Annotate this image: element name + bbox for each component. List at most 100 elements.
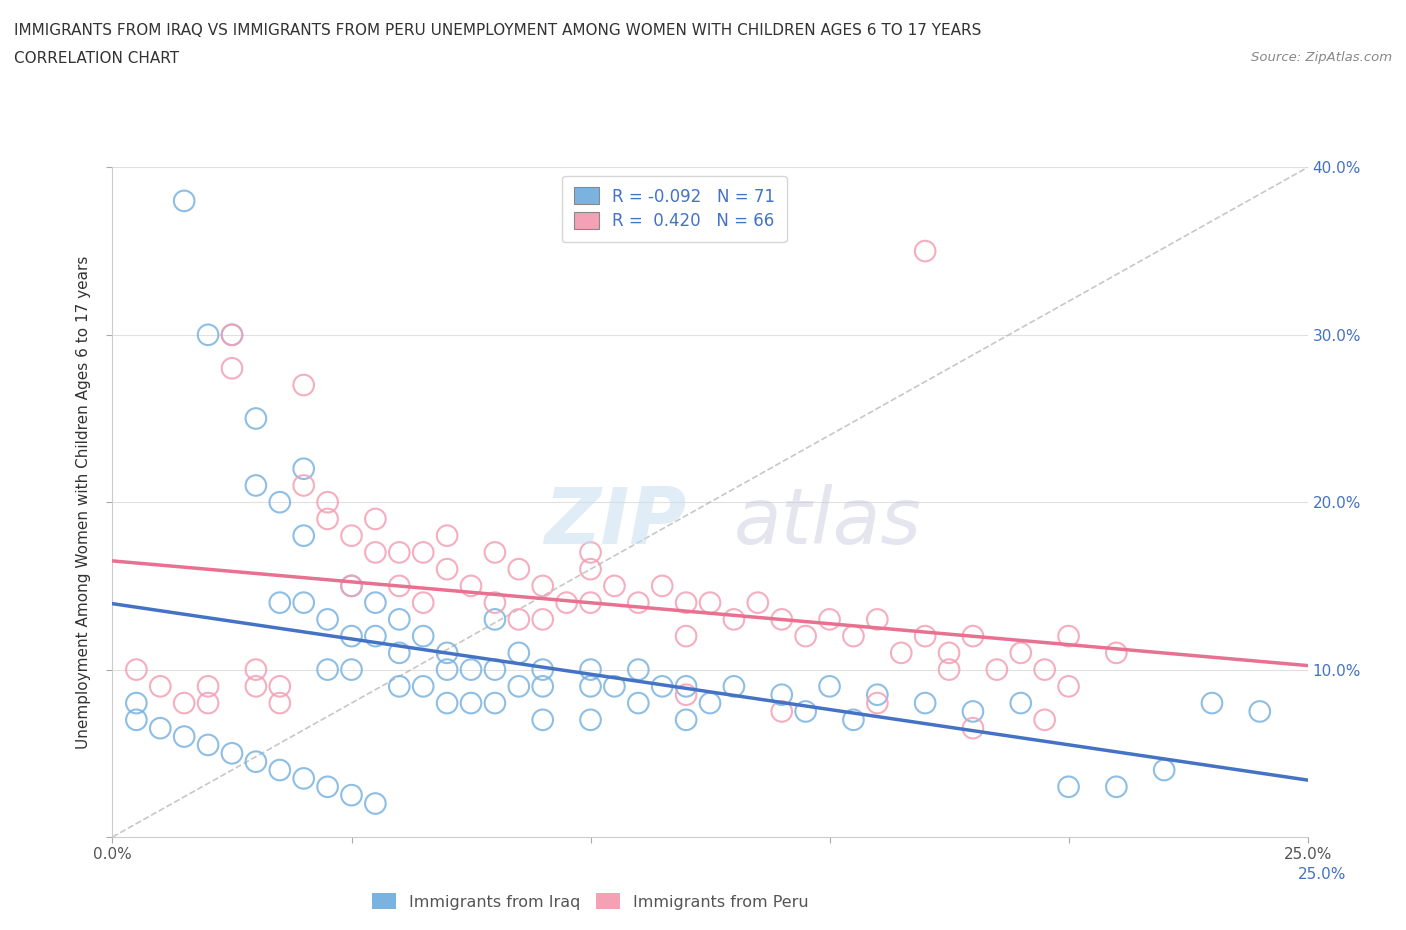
Point bbox=[531, 679, 554, 694]
Point bbox=[914, 629, 936, 644]
Point bbox=[1033, 712, 1056, 727]
Text: ZIP: ZIP bbox=[544, 485, 686, 560]
Point bbox=[794, 629, 817, 644]
Point bbox=[316, 495, 339, 510]
Point bbox=[531, 662, 554, 677]
Point bbox=[292, 528, 315, 543]
Point bbox=[173, 729, 195, 744]
Point bbox=[436, 662, 458, 677]
Y-axis label: Unemployment Among Women with Children Ages 6 to 17 years: Unemployment Among Women with Children A… bbox=[76, 256, 91, 749]
Point bbox=[1057, 679, 1080, 694]
Point bbox=[269, 495, 291, 510]
Point bbox=[603, 578, 626, 593]
Point bbox=[484, 696, 506, 711]
Point bbox=[460, 696, 482, 711]
Point bbox=[316, 662, 339, 677]
Point bbox=[269, 595, 291, 610]
Point bbox=[508, 562, 530, 577]
Point bbox=[388, 612, 411, 627]
Point bbox=[436, 645, 458, 660]
Point bbox=[436, 528, 458, 543]
Point bbox=[579, 712, 602, 727]
Point bbox=[1249, 704, 1271, 719]
Point bbox=[794, 704, 817, 719]
Point bbox=[747, 595, 769, 610]
Point bbox=[221, 327, 243, 342]
Point bbox=[866, 612, 889, 627]
Point bbox=[221, 327, 243, 342]
Point bbox=[1010, 645, 1032, 660]
Point bbox=[938, 645, 960, 660]
Point bbox=[292, 378, 315, 392]
Point bbox=[340, 528, 363, 543]
Point bbox=[340, 629, 363, 644]
Point bbox=[292, 595, 315, 610]
Point bbox=[818, 679, 841, 694]
Point bbox=[269, 763, 291, 777]
Point bbox=[723, 679, 745, 694]
Point bbox=[579, 595, 602, 610]
Point bbox=[579, 662, 602, 677]
Point bbox=[436, 696, 458, 711]
Point bbox=[245, 478, 267, 493]
Point bbox=[866, 696, 889, 711]
Point bbox=[651, 578, 673, 593]
Point bbox=[555, 595, 578, 610]
Point bbox=[364, 545, 387, 560]
Point bbox=[412, 595, 434, 610]
Point bbox=[412, 629, 434, 644]
Point bbox=[890, 645, 912, 660]
Point bbox=[269, 679, 291, 694]
Point bbox=[173, 696, 195, 711]
Point bbox=[1153, 763, 1175, 777]
Point bbox=[866, 687, 889, 702]
Legend: Immigrants from Iraq, Immigrants from Peru: Immigrants from Iraq, Immigrants from Pe… bbox=[366, 886, 815, 916]
Point bbox=[1201, 696, 1223, 711]
Point bbox=[627, 696, 650, 711]
Point bbox=[460, 662, 482, 677]
Point bbox=[531, 612, 554, 627]
Point bbox=[818, 612, 841, 627]
Point bbox=[938, 662, 960, 677]
Point bbox=[914, 244, 936, 259]
Point bbox=[197, 737, 219, 752]
Point bbox=[125, 696, 148, 711]
Point bbox=[484, 612, 506, 627]
Point bbox=[245, 662, 267, 677]
Point bbox=[340, 578, 363, 593]
Point bbox=[364, 796, 387, 811]
Point bbox=[723, 612, 745, 627]
Point bbox=[531, 712, 554, 727]
Point bbox=[962, 721, 984, 736]
Point bbox=[460, 578, 482, 593]
Point bbox=[1033, 662, 1056, 677]
Point bbox=[197, 696, 219, 711]
Point bbox=[770, 612, 793, 627]
Point bbox=[292, 771, 315, 786]
Point bbox=[412, 545, 434, 560]
Point bbox=[651, 679, 673, 694]
Point bbox=[269, 696, 291, 711]
Point bbox=[675, 687, 697, 702]
Point bbox=[1010, 696, 1032, 711]
Point bbox=[962, 629, 984, 644]
Point bbox=[627, 662, 650, 677]
Point bbox=[531, 578, 554, 593]
Point bbox=[770, 704, 793, 719]
Point bbox=[508, 645, 530, 660]
Point bbox=[340, 578, 363, 593]
Text: atlas: atlas bbox=[734, 485, 922, 560]
Point bbox=[1105, 645, 1128, 660]
Point bbox=[484, 662, 506, 677]
Point bbox=[316, 512, 339, 526]
Point bbox=[340, 662, 363, 677]
Point bbox=[197, 327, 219, 342]
Point bbox=[173, 193, 195, 208]
Point bbox=[221, 746, 243, 761]
Point bbox=[316, 612, 339, 627]
Point bbox=[221, 361, 243, 376]
Point bbox=[149, 679, 172, 694]
Point bbox=[986, 662, 1008, 677]
Point bbox=[340, 788, 363, 803]
Point bbox=[292, 461, 315, 476]
